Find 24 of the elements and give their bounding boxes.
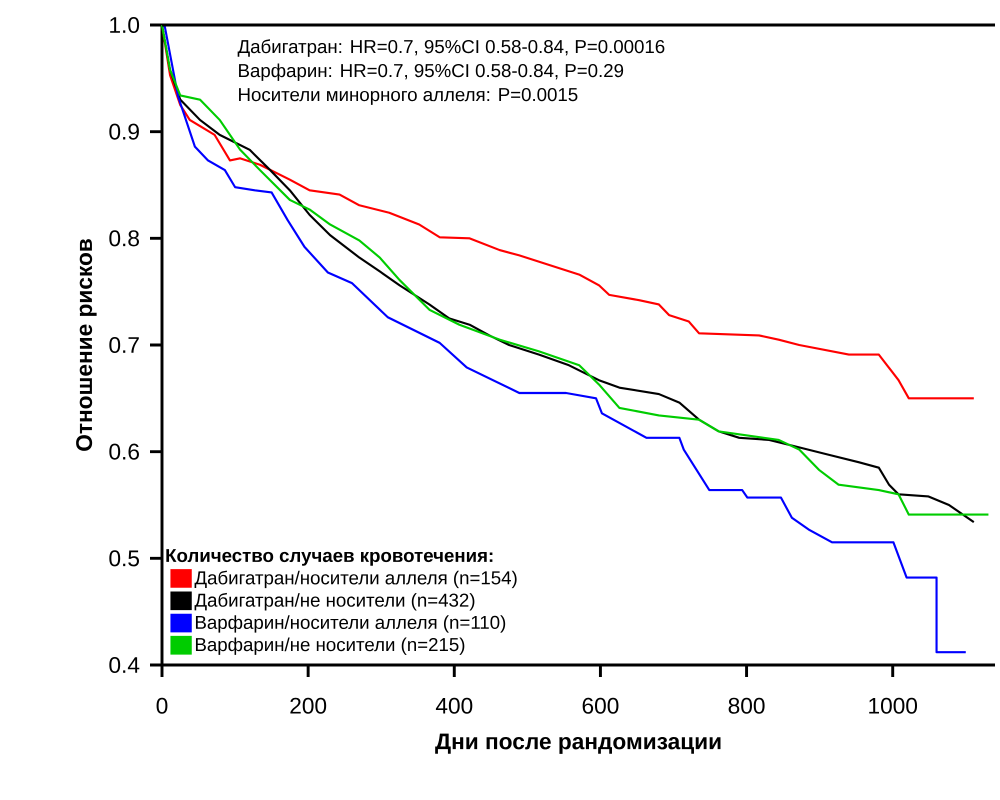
legend-title: Количество случаев кровотечения: xyxy=(166,549,492,566)
x-tick-label: 1000 xyxy=(869,698,918,714)
annotation: Носители минорного аллеля: P=0.0015 xyxy=(239,88,578,105)
y-tick-label: 0.6 xyxy=(109,444,139,460)
x-tick-label: 400 xyxy=(436,698,472,714)
legend-label: Варфарин/носители аллеля (n=110) xyxy=(196,615,506,633)
y-tick-label: 0.4 xyxy=(109,656,140,674)
y-tick-label: 1.0 xyxy=(110,16,140,34)
y-tick-label: 0.8 xyxy=(109,230,139,246)
y-tick-label: 0.7 xyxy=(109,336,139,354)
annotation: Варфарин: HR=0.7, 95%CI 0.58-0.84, P=0.29 xyxy=(239,63,624,81)
annotation: Дабигатран: HR=0.7, 95%CI 0.58-0.84, P=0.00016 xyxy=(238,39,664,57)
line-series xyxy=(160,24,967,654)
y-tick-label: 0.9 xyxy=(109,124,139,140)
legend-label: Варфарин/не носители (n=215) xyxy=(196,637,464,655)
legend-label: Дабигатран/носители аллеля (n=154) xyxy=(194,570,517,588)
y-axis-title: Отношение рисков xyxy=(76,239,97,451)
legend-label: Дабигатран/не носители (n=432) xyxy=(194,592,474,610)
x-tick-label: 0 xyxy=(156,698,168,714)
x-axis-title: Дни после рандомизации xyxy=(435,734,720,754)
x-tick-label: 800 xyxy=(728,698,765,714)
y-tick-label: 0.5 xyxy=(109,550,139,566)
x-tick-label: 600 xyxy=(582,698,618,714)
x-tick-label: 200 xyxy=(290,698,326,714)
